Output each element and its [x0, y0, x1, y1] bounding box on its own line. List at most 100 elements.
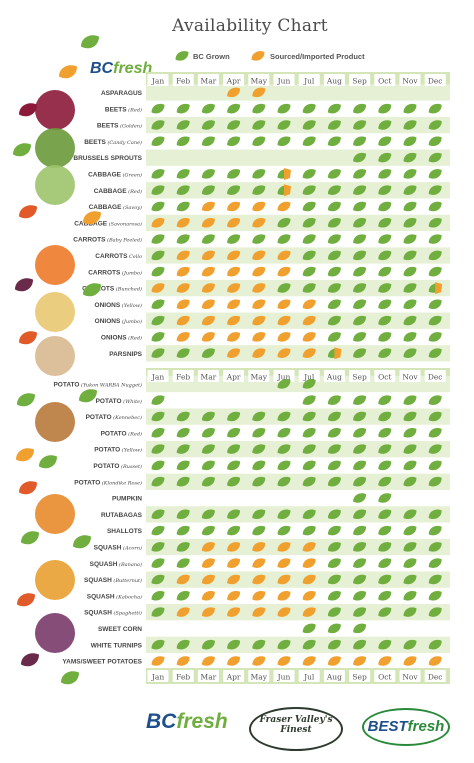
bc-grown-leaf — [151, 250, 165, 261]
bc-grown-leaf — [302, 639, 316, 650]
imported-leaf — [252, 558, 266, 568]
row-label: SQUASH (Kabocha) — [87, 593, 142, 600]
imported-leaf — [151, 218, 165, 228]
bc-grown-leaf — [378, 103, 392, 114]
bc-grown-leaf — [378, 136, 392, 147]
row-stripe — [146, 279, 450, 297]
row-stripe — [146, 473, 450, 490]
month-footer-box — [248, 670, 270, 682]
imported-leaf — [201, 574, 215, 585]
row-label: POTATO (Red) — [101, 430, 142, 437]
imported-leaf — [201, 299, 215, 310]
bc-grown-leaf — [403, 411, 417, 422]
bc-grown-leaf — [327, 169, 341, 179]
bc-grown-leaf — [302, 283, 316, 293]
bc-grown-leaf — [227, 509, 241, 520]
bc-grown-leaf — [378, 201, 392, 212]
legend-imported-label: Sourced/Imported Product — [270, 52, 365, 61]
row-label: SHALLOTS — [107, 528, 143, 535]
bc-grown-leaf — [151, 591, 165, 601]
month-footer-label: Jul — [303, 673, 315, 682]
legend-marks — [175, 51, 265, 61]
row-stripe — [146, 312, 450, 329]
bc-grown-leaf — [151, 607, 165, 617]
bc-grown-leaf — [151, 120, 165, 130]
bc-grown-leaf — [403, 591, 417, 601]
decorative-leaf — [39, 455, 57, 469]
imported-leaf — [277, 332, 291, 342]
bc-grown-leaf — [227, 120, 241, 130]
imported-leaf — [277, 591, 291, 601]
bc-grown-leaf — [151, 234, 165, 244]
bc-grown-leaf — [327, 591, 341, 601]
bc-grown-leaf — [428, 315, 442, 326]
imported-leaf — [302, 299, 316, 310]
imported-leaf — [176, 250, 190, 261]
decorative-leaf — [15, 278, 33, 292]
bc-grown-leaf — [176, 509, 190, 520]
bc-grown-leaf — [378, 332, 392, 342]
month-header-label: Aug — [326, 77, 342, 86]
bc-grown-leaf — [327, 299, 341, 310]
imported-leaf — [227, 299, 241, 310]
bc-grown-leaf — [353, 332, 367, 342]
imported-leaf — [201, 315, 215, 326]
month-header-box — [349, 74, 371, 86]
imported-leaf — [227, 656, 241, 666]
bc-grown-leaf — [151, 332, 165, 342]
bc-grown-leaf — [327, 428, 341, 438]
bc-grown-leaf — [428, 332, 442, 342]
bc-grown-leaf — [327, 444, 341, 454]
availability-marks — [151, 87, 443, 666]
bc-grown-leaf — [201, 185, 215, 195]
bc-grown-leaf — [201, 234, 215, 244]
row-label: YAMS/SWEET POTATOES — [62, 659, 142, 666]
decorative-leaf — [83, 283, 101, 297]
bc-grown-leaf — [378, 428, 392, 438]
bc-grown-leaf — [403, 395, 417, 405]
month-footer-box — [273, 670, 295, 682]
month-footer-label: Nov — [402, 673, 418, 682]
bc-grown-leaf — [252, 428, 266, 438]
bc-grown-leaf — [302, 623, 316, 634]
decorative-leaf — [59, 65, 77, 79]
row-stripe — [146, 441, 450, 458]
bc-grown-leaf — [176, 525, 190, 536]
month-footer-label: Dec — [428, 673, 443, 682]
bc-grown-leaf — [327, 103, 341, 114]
decorative-leaf — [13, 143, 31, 157]
month-header-label: Jul — [303, 373, 315, 382]
bc-grown-leaf — [227, 428, 241, 438]
bc-grown-leaf — [428, 428, 442, 438]
bc-grown-leaf — [176, 444, 190, 454]
bc-grown-leaf — [353, 542, 367, 552]
bc-grown-leaf — [428, 250, 442, 261]
bc-grown-leaf — [327, 525, 341, 536]
month-header-band — [146, 72, 450, 88]
bc-grown-leaf — [378, 444, 392, 454]
imported-leaf — [176, 218, 190, 228]
bc-grown-leaf — [302, 234, 316, 244]
imported-leaf — [277, 201, 291, 212]
cabbage-illustration — [35, 165, 75, 205]
bc-grown-leaf — [277, 444, 291, 454]
month-footer-box — [172, 670, 194, 682]
imported-leaf — [277, 315, 291, 326]
imported-leaf — [201, 218, 215, 228]
bc-grown-leaf — [277, 411, 291, 422]
bc-grown-leaf — [176, 185, 190, 195]
imported-leaf — [252, 218, 266, 228]
bc-grown-leaf — [302, 250, 316, 261]
bc-grown-leaf — [403, 185, 417, 195]
bc-grown-leaf — [378, 639, 392, 650]
imported-leaf — [302, 607, 316, 617]
bc-grown-leaf — [252, 169, 266, 179]
month-header-label: Mar — [201, 77, 217, 86]
bc-grown-leaf — [403, 299, 417, 310]
bc-grown-leaf — [227, 476, 241, 487]
bc-grown-leaf — [353, 315, 367, 326]
month-header-label: Sep — [352, 77, 367, 86]
bc-grown-leaf — [403, 607, 417, 617]
bc-grown-leaf — [302, 185, 316, 195]
row-stripe — [146, 149, 450, 166]
